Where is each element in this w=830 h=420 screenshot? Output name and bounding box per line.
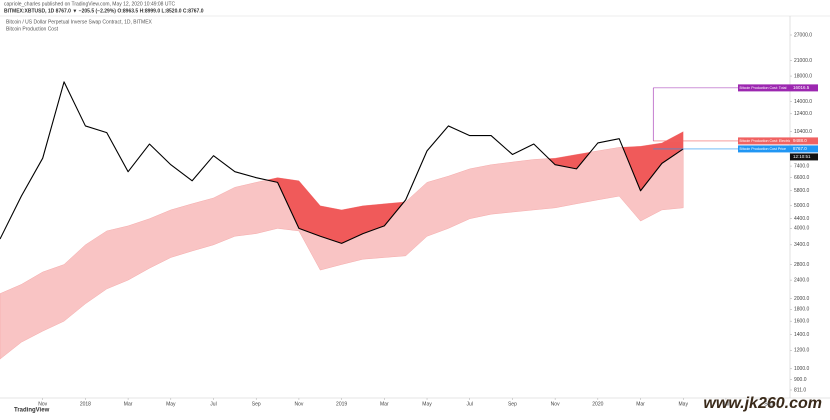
y-tick-label: 5800.0 xyxy=(794,188,810,194)
deficit-group xyxy=(0,131,684,244)
annotation-value: 9488.0 xyxy=(793,138,807,143)
y-tick-label: 1200.0 xyxy=(794,348,810,354)
chart-title: Bitcoin / US Dollar Perpetual Inverse Sw… xyxy=(6,19,153,25)
x-tick-label: Nov xyxy=(294,401,303,407)
overlay: Bitcoin Production Cost: Total 16016.5 Bit… xyxy=(652,84,818,161)
y-tick-label: 12400.0 xyxy=(794,111,812,117)
x-tick-label: Mar xyxy=(636,401,645,407)
x-tick-label: Sep xyxy=(764,401,773,407)
y-tick-label: 1000.0 xyxy=(794,366,810,372)
annotation-text: Bitcoin Production Cost Price xyxy=(740,147,787,151)
annotation-value: 16016.5 xyxy=(793,85,810,90)
cost-band xyxy=(0,131,684,360)
annotation-value-box xyxy=(790,145,818,153)
annotation-text: Bitcoin Production Cost: Total xyxy=(740,86,787,90)
y-tick-label: 1400.0 xyxy=(794,332,810,338)
y-tick-label: 18000.0 xyxy=(794,73,812,79)
y-tick-label: 21000.0 xyxy=(794,58,812,64)
x-tick-label: 2020 xyxy=(592,401,603,407)
x-tick-label: May xyxy=(166,401,176,407)
annotation-box xyxy=(738,145,790,153)
annotation-text: Bitcoin Production Cost: Electricity xyxy=(740,139,795,143)
deficit-area xyxy=(0,131,684,244)
annotation-box xyxy=(738,137,790,145)
y-tick-label: 7400.0 xyxy=(794,163,810,169)
y-tick-label: 10400.0 xyxy=(794,129,812,135)
y-tick-label: 27000.0 xyxy=(794,32,812,38)
x-tick-label: Nov xyxy=(38,401,47,407)
y-tick-label: 1800.0 xyxy=(794,307,810,313)
y-tick-label: 3400.0 xyxy=(794,242,810,248)
y-tick-label: 1600.0 xyxy=(794,319,810,325)
y-tick-label: 4400.0 xyxy=(794,216,810,222)
x-tick-label: Jul xyxy=(210,401,216,407)
author-line: capriole_charles published on TradingVie… xyxy=(4,1,176,7)
watermark: www.jk260.com xyxy=(703,395,822,412)
x-tick-label: 2018 xyxy=(80,401,91,407)
x-tick-label: May xyxy=(679,401,689,407)
x-tick-label: Nov xyxy=(551,401,560,407)
x-tick-label: Sep xyxy=(252,401,261,407)
y-tick-label: 14000.0 xyxy=(794,99,812,105)
x-tick-label: Jul xyxy=(467,401,473,407)
plot-area xyxy=(0,81,684,360)
annotation-value: 8767.0 xyxy=(793,146,807,151)
annotation-box xyxy=(738,84,790,92)
y-tick-label: 811.0 xyxy=(794,387,806,393)
y-tick-label: 2000.0 xyxy=(794,296,810,302)
x-tick-label: Mar xyxy=(380,401,389,407)
y-tick-label: 2800.0 xyxy=(794,262,810,268)
y-tick-label: 5000.0 xyxy=(794,203,810,209)
y-tick-label: 6600.0 xyxy=(794,175,810,181)
price-line xyxy=(0,81,684,244)
x-tick-label: May xyxy=(422,401,432,407)
annotation-value-box xyxy=(790,84,818,92)
y-tick-label: 2400.0 xyxy=(794,277,810,283)
countdown: 12:10:51 xyxy=(793,154,811,159)
annotation-value-box xyxy=(790,137,818,145)
y-tick-label: 900.0 xyxy=(794,377,807,383)
chart-subtitle: Bitcoin Production Cost xyxy=(6,26,59,32)
symbol-line: BITMEX:XBTUSD, 1D 8767.0 ▼ −205.5 (−2.29… xyxy=(4,8,204,14)
x-tick-label: 2019 xyxy=(336,401,347,407)
x-tick-label: Sep xyxy=(508,401,517,407)
y-tick-label: 4000.0 xyxy=(794,226,810,232)
footer-logo: TradingView xyxy=(14,408,50,414)
x-tick-label: Jul xyxy=(723,401,729,407)
countdown-box xyxy=(790,153,818,161)
x-tick-label: Mar xyxy=(124,401,133,407)
